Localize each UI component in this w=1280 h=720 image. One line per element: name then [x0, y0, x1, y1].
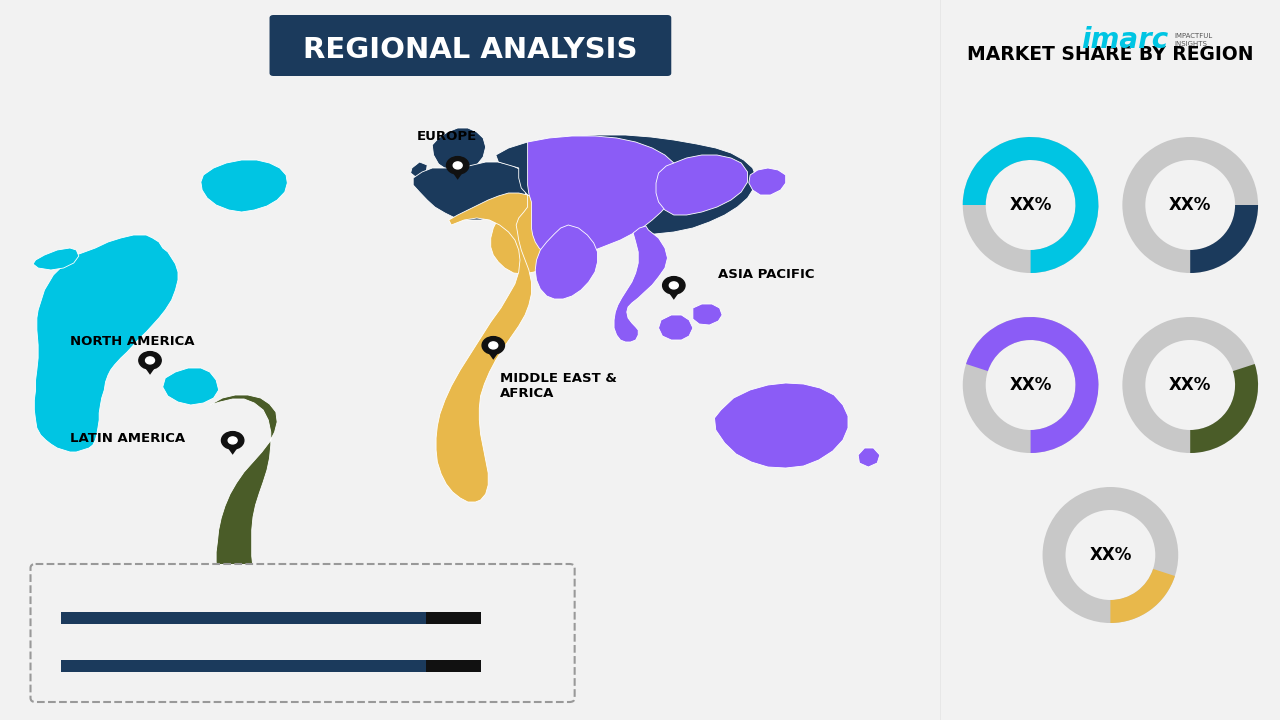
Wedge shape: [966, 317, 1098, 453]
Polygon shape: [614, 226, 667, 342]
Wedge shape: [1042, 487, 1179, 623]
Circle shape: [489, 342, 498, 349]
Text: MIDDLE EAST &
AFRICA: MIDDLE EAST & AFRICA: [499, 372, 617, 400]
FancyBboxPatch shape: [31, 564, 575, 702]
Polygon shape: [490, 195, 564, 274]
Wedge shape: [1123, 317, 1258, 453]
Text: XX%: XX%: [1169, 196, 1211, 214]
Text: REGIONAL ANALYSIS: REGIONAL ANALYSIS: [303, 36, 637, 64]
FancyBboxPatch shape: [61, 612, 426, 624]
Polygon shape: [448, 166, 468, 180]
Text: XX%: XX%: [1010, 376, 1052, 394]
Text: ASIA PACIFIC: ASIA PACIFIC: [718, 268, 815, 281]
Circle shape: [221, 431, 244, 449]
Circle shape: [228, 437, 237, 444]
Polygon shape: [163, 368, 219, 405]
Polygon shape: [413, 162, 527, 220]
Circle shape: [663, 276, 685, 294]
Text: XX: XX: [512, 600, 536, 615]
FancyBboxPatch shape: [426, 612, 480, 624]
Circle shape: [447, 157, 468, 174]
Circle shape: [146, 357, 155, 364]
Polygon shape: [714, 383, 847, 468]
Text: XX%: XX%: [1169, 376, 1211, 394]
Polygon shape: [35, 235, 178, 452]
Polygon shape: [657, 155, 748, 215]
Polygon shape: [201, 160, 287, 212]
Wedge shape: [1190, 364, 1258, 453]
Polygon shape: [692, 304, 722, 325]
Polygon shape: [223, 441, 243, 455]
Polygon shape: [663, 285, 684, 300]
Polygon shape: [210, 395, 278, 604]
Text: XX%: XX%: [1089, 546, 1132, 564]
Polygon shape: [495, 135, 756, 234]
Wedge shape: [963, 137, 1098, 273]
Polygon shape: [411, 162, 428, 178]
Text: EUROPE: EUROPE: [417, 130, 477, 143]
Wedge shape: [1111, 569, 1175, 623]
Circle shape: [483, 336, 504, 354]
Text: imarc: imarc: [1082, 26, 1169, 53]
Polygon shape: [33, 248, 79, 270]
Polygon shape: [858, 448, 879, 467]
Text: LARGEST REGION: LARGEST REGION: [61, 590, 183, 603]
Text: XX: XX: [512, 648, 536, 663]
Polygon shape: [659, 315, 692, 340]
Text: FASTEST GROWING REGION: FASTEST GROWING REGION: [61, 638, 253, 651]
Text: XX%: XX%: [1010, 196, 1052, 214]
Polygon shape: [535, 225, 598, 299]
Text: MARKET SHARE BY REGION: MARKET SHARE BY REGION: [968, 45, 1253, 65]
Circle shape: [669, 282, 678, 289]
Polygon shape: [433, 128, 485, 172]
Polygon shape: [436, 193, 531, 502]
Text: LATIN AMERICA: LATIN AMERICA: [70, 432, 186, 445]
Polygon shape: [527, 136, 680, 258]
Wedge shape: [1190, 205, 1258, 273]
Wedge shape: [1123, 137, 1258, 273]
Wedge shape: [963, 137, 1098, 273]
FancyBboxPatch shape: [270, 15, 671, 76]
Wedge shape: [963, 317, 1098, 453]
Polygon shape: [749, 168, 786, 195]
Text: NORTH AMERICA: NORTH AMERICA: [70, 335, 195, 348]
Polygon shape: [483, 346, 503, 360]
FancyBboxPatch shape: [426, 660, 480, 672]
Text: IMPACTFUL
INSIGHTS: IMPACTFUL INSIGHTS: [1175, 32, 1213, 47]
FancyBboxPatch shape: [61, 660, 426, 672]
Polygon shape: [140, 361, 160, 375]
Circle shape: [138, 351, 161, 369]
Circle shape: [453, 162, 462, 169]
